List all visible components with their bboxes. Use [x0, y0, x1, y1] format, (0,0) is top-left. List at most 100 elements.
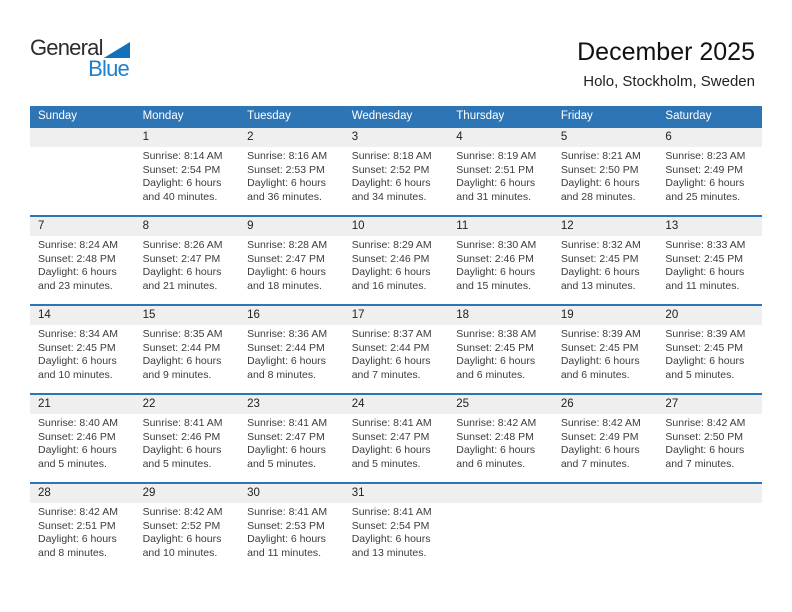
day-cell: Sunrise: 8:28 AM Sunset: 2:47 PM Daylight:…: [239, 236, 344, 304]
sunrise-text: Sunrise: 8:26 AM: [142, 239, 223, 251]
day-cell: Sunrise: 8:40 AM Sunset: 2:46 PM Daylight:…: [30, 414, 135, 482]
daylight-text: Daylight: 6 hours and 6 minutes.: [560, 355, 640, 381]
empty-day-cell: [553, 503, 658, 571]
empty-day-cell: [657, 503, 762, 571]
day-number: 24: [343, 395, 449, 414]
sunset-text: Sunset: 2:53 PM: [247, 519, 325, 532]
sunrise-text: Sunrise: 8:37 AM: [351, 328, 432, 340]
sunrise-text: Sunrise: 8:42 AM: [560, 417, 641, 429]
day-number: 3: [343, 128, 449, 147]
day-number: 17: [343, 306, 449, 325]
sunrise-text: Sunrise: 8:42 AM: [38, 506, 118, 518]
daylight-text: Daylight: 6 hours and 10 minutes.: [142, 533, 222, 559]
day-cell: Sunrise: 8:18 AM Sunset: 2:52 PM Daylight:…: [344, 147, 449, 215]
daylight-text: Daylight: 6 hours and 7 minutes.: [351, 355, 431, 381]
sunset-text: Sunset: 2:45 PM: [665, 252, 744, 265]
sunset-text: Sunset: 2:45 PM: [38, 341, 116, 354]
sunset-text: Sunset: 2:46 PM: [38, 430, 116, 443]
day-cell: Sunrise: 8:24 AM Sunset: 2:48 PM Daylight:…: [30, 236, 135, 304]
sunrise-text: Sunrise: 8:28 AM: [247, 239, 328, 251]
sunrise-text: Sunrise: 8:23 AM: [665, 150, 746, 162]
day-number: 1: [134, 128, 240, 147]
sunrise-text: Sunrise: 8:36 AM: [247, 328, 328, 340]
day-number: 22: [134, 395, 240, 414]
sunrise-text: Sunrise: 8:41 AM: [351, 417, 432, 429]
day-cell: Sunrise: 8:30 AM Sunset: 2:46 PM Daylight:…: [448, 236, 553, 304]
sunrise-text: Sunrise: 8:42 AM: [142, 506, 223, 518]
calendar-grid: Sunday Monday Tuesday Wednesday Thursday Frid…: [30, 106, 762, 571]
daylight-text: Daylight: 6 hours and 13 minutes.: [560, 266, 640, 292]
sunrise-text: Sunrise: 8:14 AM: [142, 150, 223, 162]
daylight-text: Daylight: 6 hours and 6 minutes.: [456, 444, 536, 470]
day-number: 18: [448, 306, 553, 325]
weekday-header-thursday: Thursday: [456, 110, 505, 122]
week-row: 7 8 9 10 11 12 13 Sunrise: 8:24 AM Sunset: 2:48 …: [30, 215, 762, 304]
day-cell: Sunrise: 8:42 AM Sunset: 2:50 PM Daylight:…: [657, 414, 762, 482]
daylight-text: Daylight: 6 hours and 5 minutes.: [38, 444, 117, 470]
day-number: 16: [239, 306, 344, 325]
day-cell: Sunrise: 8:41 AM Sunset: 2:46 PM Daylight:…: [135, 414, 240, 482]
daylight-text: Daylight: 6 hours and 5 minutes.: [247, 444, 326, 470]
sunrise-text: Sunrise: 8:19 AM: [456, 150, 537, 162]
daylight-text: Daylight: 6 hours and 8 minutes.: [247, 355, 326, 381]
sunset-text: Sunset: 2:54 PM: [142, 163, 221, 176]
day-cell: Sunrise: 8:38 AM Sunset: 2:45 PM Daylight:…: [448, 325, 553, 393]
day-cell: Sunrise: 8:33 AM Sunset: 2:45 PM Daylight:…: [657, 236, 762, 304]
daylight-text: Daylight: 6 hours and 23 minutes.: [38, 266, 117, 292]
sunset-text: Sunset: 2:45 PM: [560, 341, 639, 354]
day-number: 27: [657, 395, 762, 414]
empty-day-cell: [448, 503, 553, 571]
sunset-text: Sunset: 2:52 PM: [351, 163, 430, 176]
day-cell: Sunrise: 8:41 AM Sunset: 2:47 PM Daylight:…: [239, 414, 344, 482]
day-cell: Sunrise: 8:23 AM Sunset: 2:49 PM Daylight:…: [657, 147, 762, 215]
day-cell: Sunrise: 8:26 AM Sunset: 2:47 PM Daylight:…: [135, 236, 240, 304]
sunset-text: Sunset: 2:51 PM: [456, 163, 534, 176]
daylight-text: Daylight: 6 hours and 11 minutes.: [665, 266, 745, 292]
daylight-text: Daylight: 6 hours and 28 minutes.: [560, 177, 640, 203]
sunrise-text: Sunrise: 8:38 AM: [456, 328, 537, 340]
day-cell: Sunrise: 8:36 AM Sunset: 2:44 PM Daylight:…: [239, 325, 344, 393]
daylight-text: Daylight: 6 hours and 8 minutes.: [38, 533, 117, 559]
day-number: 12: [552, 217, 658, 236]
sunrise-text: Sunrise: 8:33 AM: [665, 239, 746, 251]
daylight-text: Daylight: 6 hours and 36 minutes.: [247, 177, 326, 203]
day-cell: Sunrise: 8:16 AM Sunset: 2:53 PM Daylight:…: [239, 147, 344, 215]
day-number: 5: [552, 128, 658, 147]
daylight-text: Daylight: 6 hours and 16 minutes.: [351, 266, 431, 292]
weekday-header-tuesday: Tuesday: [247, 110, 291, 122]
daylight-text: Daylight: 6 hours and 34 minutes.: [351, 177, 431, 203]
day-cell: Sunrise: 8:14 AM Sunset: 2:54 PM Daylight:…: [135, 147, 240, 215]
day-number: 14: [30, 306, 135, 325]
daylight-text: Daylight: 6 hours and 5 minutes.: [665, 355, 745, 381]
day-cell: Sunrise: 8:34 AM Sunset: 2:45 PM Daylight:…: [30, 325, 135, 393]
empty-day-number: [448, 484, 553, 503]
day-number: 13: [657, 217, 762, 236]
day-number: 20: [657, 306, 762, 325]
sunrise-text: Sunrise: 8:41 AM: [247, 506, 328, 518]
weekday-header-sunday: Sunday: [38, 110, 78, 122]
day-number: 8: [134, 217, 240, 236]
empty-day-number: [552, 484, 658, 503]
day-number: 2: [239, 128, 344, 147]
logo-text-blue: Blue: [88, 56, 130, 81]
sunset-text: Sunset: 2:47 PM: [142, 252, 221, 265]
sunrise-text: Sunrise: 8:41 AM: [247, 417, 328, 429]
sunrise-text: Sunrise: 8:32 AM: [560, 239, 641, 251]
day-cell: Sunrise: 8:35 AM Sunset: 2:44 PM Daylight:…: [135, 325, 240, 393]
empty-day-cell: [30, 147, 135, 215]
day-cell: Sunrise: 8:42 AM Sunset: 2:48 PM Daylight:…: [448, 414, 553, 482]
day-cell: Sunrise: 8:21 AM Sunset: 2:50 PM Daylight:…: [553, 147, 658, 215]
day-cell: Sunrise: 8:32 AM Sunset: 2:45 PM Daylight:…: [553, 236, 658, 304]
day-cell: Sunrise: 8:19 AM Sunset: 2:51 PM Daylight:…: [448, 147, 553, 215]
day-cell: Sunrise: 8:39 AM Sunset: 2:45 PM Daylight:…: [553, 325, 658, 393]
sunrise-text: Sunrise: 8:42 AM: [456, 417, 537, 429]
daylight-text: Daylight: 6 hours and 11 minutes.: [247, 533, 326, 559]
sunrise-text: Sunrise: 8:42 AM: [665, 417, 746, 429]
sunset-text: Sunset: 2:44 PM: [351, 341, 430, 354]
day-cell: Sunrise: 8:42 AM Sunset: 2:52 PM Daylight:…: [135, 503, 240, 571]
daylight-text: Daylight: 6 hours and 25 minutes.: [665, 177, 745, 203]
sunrise-text: Sunrise: 8:34 AM: [38, 328, 118, 340]
sunset-text: Sunset: 2:51 PM: [38, 519, 116, 532]
sunset-text: Sunset: 2:49 PM: [560, 430, 639, 443]
